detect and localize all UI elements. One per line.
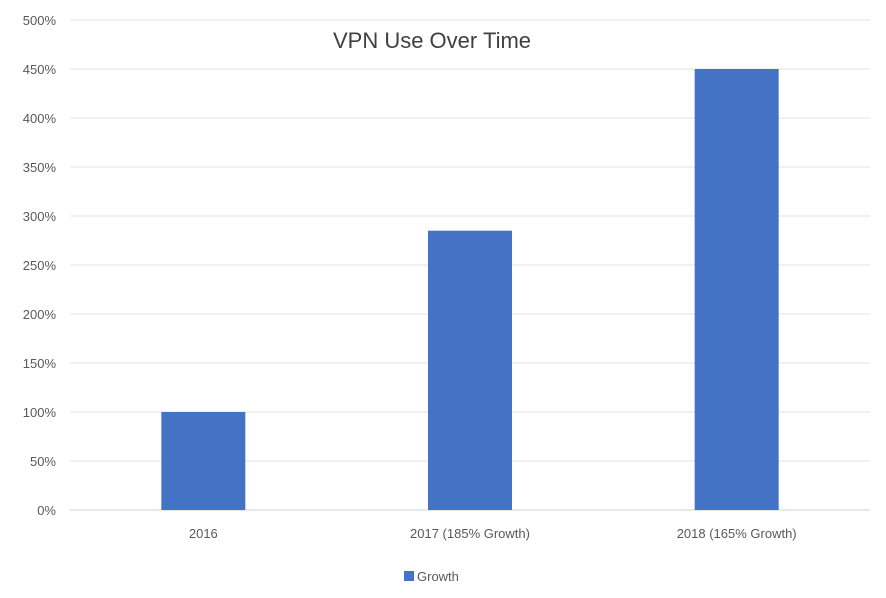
bar: [694, 69, 779, 510]
x-axis-category-labels: 2016 2017 (185% Growth) 2018 (165% Growth): [189, 526, 797, 541]
legend: Growth: [404, 569, 459, 584]
legend-label-growth: Growth: [417, 569, 459, 584]
y-tick-label: 250%: [23, 258, 57, 273]
legend-swatch-growth: [404, 571, 414, 581]
bar: [161, 412, 246, 510]
y-tick-label: 150%: [23, 356, 57, 371]
y-tick-label: 200%: [23, 307, 57, 322]
y-tick-label: 350%: [23, 160, 57, 175]
chart-title: VPN Use Over Time: [333, 28, 531, 53]
x-category-label: 2016: [189, 526, 218, 541]
bars: [161, 69, 779, 510]
x-category-label: 2018 (165% Growth): [677, 526, 797, 541]
y-tick-label: 300%: [23, 209, 57, 224]
y-tick-label: 450%: [23, 62, 57, 77]
y-tick-label: 400%: [23, 111, 57, 126]
y-axis-tick-labels: 0% 50% 100% 150% 200% 250% 300% 350% 400% 450% 500…: [23, 13, 57, 518]
x-category-label: 2017 (185% Growth): [410, 526, 530, 541]
y-tick-label: 500%: [23, 13, 57, 28]
bar: [428, 230, 512, 510]
y-tick-label: 100%: [23, 405, 57, 420]
y-tick-label: 0%: [37, 503, 56, 518]
y-tick-label: 50%: [30, 454, 56, 469]
